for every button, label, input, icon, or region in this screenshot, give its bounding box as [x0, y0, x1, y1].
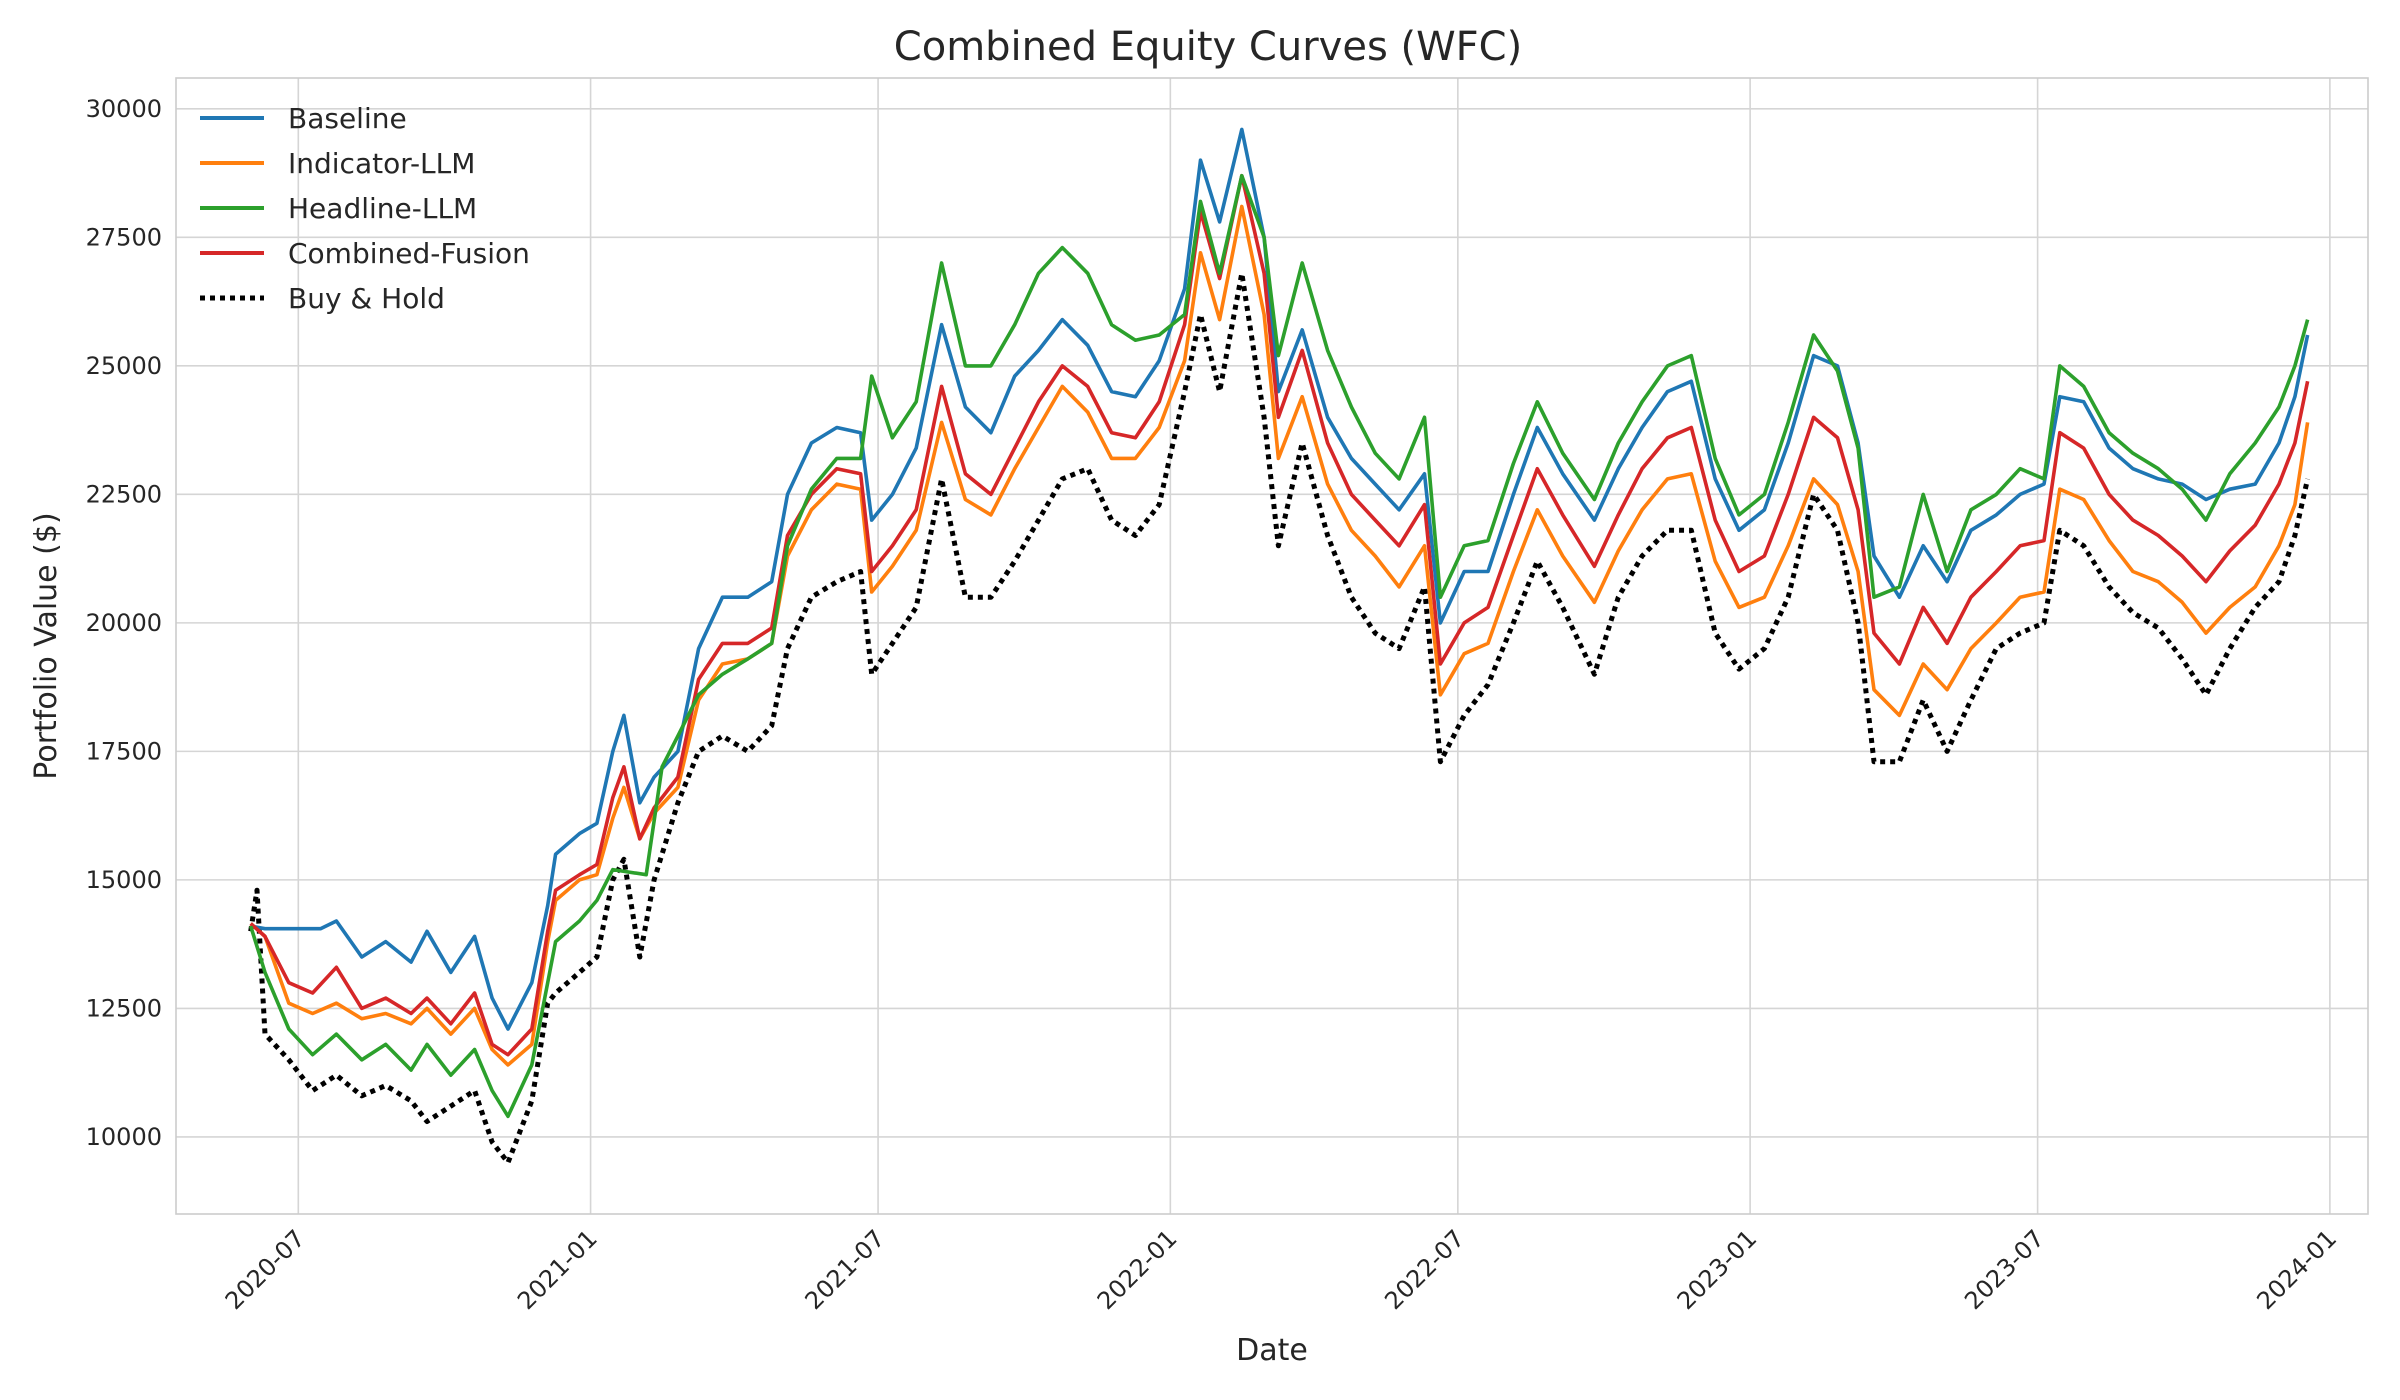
series-line-headline-llm [248, 173, 2310, 1119]
legend-label: Buy & Hold [288, 282, 445, 315]
series-line-indicator-llm [249, 204, 2310, 1067]
y-tick-label: 17500 [86, 737, 162, 765]
y-tick-label: 25000 [86, 352, 162, 380]
y-tick-label: 10000 [86, 1123, 162, 1151]
legend-label: Headline-LLM [288, 192, 477, 225]
legend-label: Baseline [288, 102, 407, 135]
series-line-buy-hold [248, 270, 2311, 1166]
series-line-baseline [250, 127, 2310, 1031]
y-axis-ticks: 10000 12500 15000 17500 20000 22500 25000 27500… [86, 95, 162, 1151]
y-tick-label: 30000 [86, 95, 162, 123]
y-tick-label: 12500 [86, 994, 162, 1022]
chart-title: Combined Equity Curves (WFC) [894, 24, 1522, 70]
y-tick-label: 20000 [86, 609, 162, 637]
legend-label: Combined-Fusion [288, 237, 530, 270]
y-tick-label: 27500 [86, 223, 162, 251]
legend: Baseline Indicator-LLM Headline-LLM Combine… [200, 102, 530, 315]
plot-area-frame [175, 77, 2369, 1215]
y-axis-title: Portfolio Value ($) [29, 512, 64, 779]
x-axis-title: Date [1236, 1333, 1308, 1368]
legend-label: Indicator-LLM [288, 147, 475, 180]
y-tick-label: 22500 [86, 480, 162, 508]
series-layer [248, 127, 2311, 1166]
y-tick-label: 15000 [86, 866, 162, 894]
